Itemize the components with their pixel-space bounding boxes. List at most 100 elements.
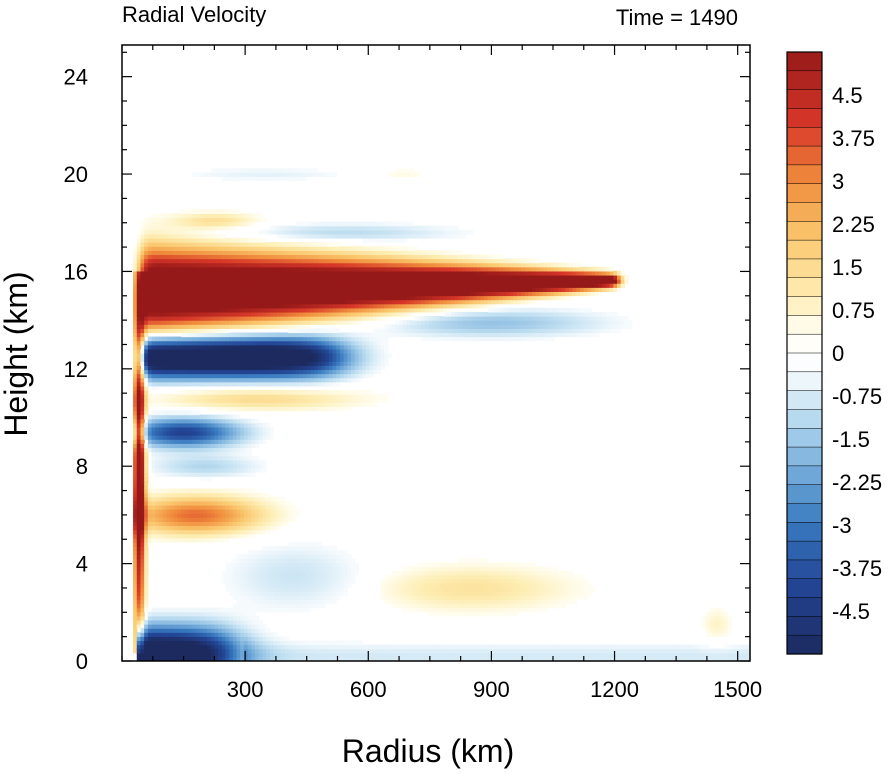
field-cell <box>266 303 271 309</box>
field-cell <box>181 332 186 338</box>
field-cell <box>133 451 138 457</box>
field-cell <box>295 266 300 272</box>
field-cell <box>336 233 341 239</box>
field-cell <box>173 517 179 522</box>
field-cell <box>166 238 171 243</box>
field-cell <box>166 533 171 539</box>
field-cell <box>299 595 304 600</box>
field-cell <box>151 513 156 518</box>
field-cell <box>199 636 204 642</box>
field-cell <box>343 254 348 260</box>
field-cell <box>177 472 182 477</box>
field-cell <box>158 472 164 477</box>
field-cell <box>210 332 215 338</box>
field-cell <box>155 353 160 358</box>
field-cell <box>133 541 138 547</box>
field-cell <box>162 394 167 399</box>
field-cell <box>240 389 245 395</box>
field-cell <box>192 291 197 297</box>
field-cell <box>236 472 241 477</box>
field-cell <box>151 611 156 617</box>
field-cell <box>203 496 208 502</box>
field-cell <box>273 295 278 301</box>
field-cell <box>317 246 323 251</box>
field-cell <box>144 517 149 522</box>
field-cell <box>206 332 212 338</box>
field-cell <box>240 509 245 514</box>
field-cell <box>184 233 190 239</box>
field-cell <box>232 361 238 366</box>
field-cell <box>232 640 238 646</box>
field-cell <box>243 554 249 559</box>
field-cell <box>247 648 252 654</box>
field-cell <box>192 447 197 453</box>
field-cell <box>317 595 323 600</box>
field-cell <box>221 615 227 621</box>
field-cell <box>177 221 182 227</box>
field-cell <box>358 361 363 366</box>
field-cell <box>343 406 348 412</box>
field-cell <box>236 299 241 305</box>
field-cell <box>247 336 252 342</box>
field-cell <box>236 443 241 449</box>
field-cell <box>166 513 171 518</box>
field-cell <box>166 644 171 650</box>
field-cell <box>240 525 245 531</box>
field-cell <box>277 550 282 555</box>
field-cell <box>247 562 252 568</box>
field-cell <box>229 615 234 621</box>
field-cell <box>288 500 293 506</box>
field-cell <box>203 426 208 432</box>
field-cell <box>358 295 363 301</box>
field-cell <box>195 365 201 371</box>
field-cell <box>266 250 271 256</box>
field-cell <box>162 328 167 334</box>
field-cell <box>314 578 319 584</box>
field-cell <box>170 529 175 535</box>
field-cell <box>303 332 308 338</box>
field-cell <box>229 398 234 403</box>
field-cell <box>306 574 311 580</box>
field-cell <box>332 336 337 342</box>
field-cell <box>199 496 204 502</box>
field-cell <box>218 439 223 444</box>
field-cell <box>184 636 190 642</box>
field-cell <box>273 389 278 395</box>
field-cell <box>192 394 197 399</box>
field-cell <box>177 504 182 510</box>
field-cell <box>332 221 337 227</box>
field-cell <box>336 562 341 568</box>
field-cell <box>170 361 175 366</box>
field-cell <box>229 225 234 231</box>
field-cell <box>295 172 300 178</box>
field-cell <box>251 640 256 646</box>
field-cell <box>262 266 267 272</box>
field-cell <box>232 324 238 329</box>
field-cell <box>166 225 171 231</box>
field-cell <box>199 517 204 522</box>
field-cell <box>247 389 252 395</box>
field-cell <box>262 357 267 362</box>
field-cell <box>140 640 145 646</box>
field-cell <box>221 389 227 395</box>
field-cell <box>199 488 204 494</box>
field-cell <box>166 504 171 510</box>
field-cell <box>214 246 219 251</box>
field-cell <box>195 311 201 317</box>
field-cell <box>158 439 164 444</box>
field-cell <box>158 344 164 350</box>
field-cell <box>181 492 186 498</box>
field-cell <box>339 640 345 646</box>
field-cell <box>203 447 208 453</box>
field-cell <box>251 361 256 366</box>
field-cell <box>170 459 175 465</box>
field-cell <box>273 242 278 247</box>
field-cell <box>158 381 164 387</box>
field-cell <box>303 229 308 235</box>
field-cell <box>225 394 230 399</box>
field-cell <box>144 500 149 506</box>
field-cell <box>203 213 208 219</box>
field-cell <box>158 250 164 256</box>
field-cell <box>303 402 308 407</box>
field-cell <box>243 274 249 280</box>
